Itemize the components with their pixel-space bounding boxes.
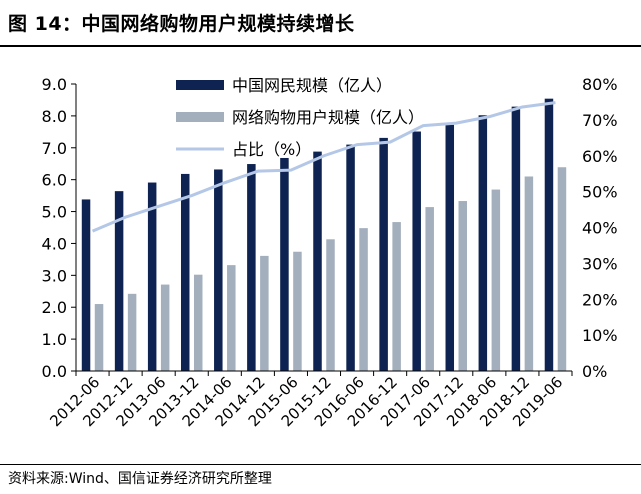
bar-netizens <box>445 124 455 371</box>
bar-online-shoppers <box>359 228 368 371</box>
bar-netizens <box>81 199 91 371</box>
legend-label: 网络购物用户规模（亿人） <box>232 108 424 127</box>
bar-online-shoppers <box>458 201 468 371</box>
left-tick-label: 3.0 <box>42 266 67 285</box>
bar-online-shoppers <box>557 167 567 371</box>
bar-netizens <box>280 157 289 371</box>
right-tick-label: 60% <box>582 147 618 166</box>
bar-netizens <box>478 115 488 371</box>
bar-online-shoppers <box>94 304 104 371</box>
legend: 中国网民规模（亿人） 网络购物用户规模（亿人） 占比（%） <box>176 76 424 159</box>
bar-netizens <box>247 164 256 371</box>
bar-netizens <box>346 144 355 371</box>
right-tick-label: 10% <box>582 326 618 345</box>
bar-online-shoppers <box>392 222 401 371</box>
right-tick-label: 0% <box>582 362 607 381</box>
bar-netizens <box>147 182 157 371</box>
right-tick-label: 40% <box>582 219 618 238</box>
left-tick-label: 1.0 <box>42 330 67 349</box>
legend-label: 中国网民规模（亿人） <box>232 76 392 95</box>
left-tick-label: 9.0 <box>42 75 67 94</box>
right-tick-label: 30% <box>582 254 618 273</box>
bar-online-shoppers <box>491 189 501 371</box>
right-tick-label: 20% <box>582 290 618 309</box>
left-tick-label: 6.0 <box>42 171 67 190</box>
left-tick-label: 2.0 <box>42 298 67 317</box>
line-layer <box>91 101 556 233</box>
bar-online-shoppers <box>425 207 434 371</box>
bar-netizens <box>379 137 388 371</box>
bar-online-shoppers <box>127 293 137 371</box>
bar-online-shoppers <box>160 284 170 371</box>
left-tick-label: 5.0 <box>42 203 67 222</box>
right-tick-label: 70% <box>582 111 618 130</box>
bar-layer <box>81 98 567 372</box>
left-tick-label: 0.0 <box>42 362 67 381</box>
left-axis: 0.0 1.0 2.0 3.0 4.0 5.0 6.0 7.0 8.0 9.0 <box>42 75 77 381</box>
title-rule <box>0 45 641 47</box>
bar-netizens <box>511 106 521 371</box>
bar-online-shoppers <box>193 274 203 371</box>
right-tick-label: 80% <box>582 75 618 94</box>
legend-label: 占比（%） <box>232 140 311 159</box>
bar-online-shoppers <box>293 251 302 371</box>
bar-online-shoppers <box>227 265 236 371</box>
bar-netizens <box>412 131 421 371</box>
source-note: 资料来源:Wind、国信证券经济研究所整理 <box>8 471 272 487</box>
bar-netizens <box>114 191 124 371</box>
legend-swatch <box>176 80 224 90</box>
bar-online-shoppers <box>524 176 534 371</box>
bar-netizens <box>313 151 322 371</box>
left-tick-label: 8.0 <box>42 107 67 126</box>
bar-online-shoppers <box>260 255 269 371</box>
legend-swatch <box>176 112 224 122</box>
source-rule <box>0 464 641 465</box>
bar-netizens <box>544 98 554 372</box>
left-tick-label: 4.0 <box>42 234 67 253</box>
bar-netizens <box>180 173 190 371</box>
chart: 0.0 1.0 2.0 3.0 4.0 5.0 6.0 7.0 8.0 9.0 0% 10% 20% 3… <box>42 75 618 430</box>
right-tick-label: 50% <box>582 183 618 202</box>
x-axis: 2012-062012-122013-062013-122014-062014-… <box>46 370 573 430</box>
bar-online-shoppers <box>326 239 335 371</box>
bar-netizens <box>214 169 223 371</box>
right-axis: 0% 10% 20% 30% 40% 50% 60% 70% 80% <box>582 75 618 381</box>
figure-title: 图 14：中国网络购物用户规模持续增长 <box>8 13 355 35</box>
left-tick-label: 7.0 <box>42 139 67 158</box>
